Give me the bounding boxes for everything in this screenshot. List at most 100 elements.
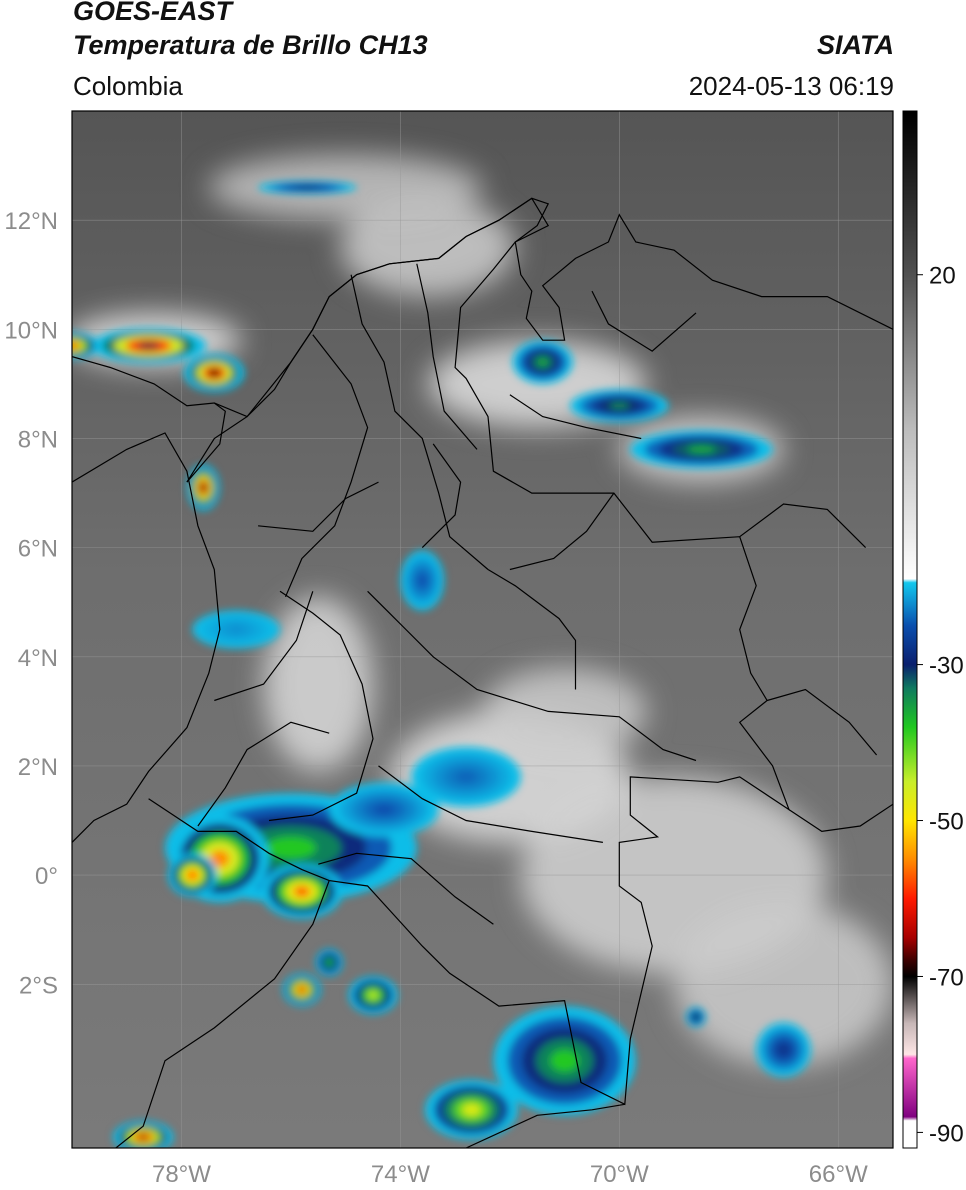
storm-contour: [550, 1049, 579, 1072]
dept-11: [421, 443, 462, 549]
storm-contour: [265, 836, 317, 859]
colorbar-tick-label: -30: [929, 653, 964, 680]
dept-10: [214, 591, 314, 702]
colorbar-tick-label: 20: [929, 263, 956, 290]
longitude-label: 78°W: [152, 1161, 211, 1188]
longitude-label: 74°W: [371, 1161, 430, 1188]
colorbar-scale: [902, 110, 918, 1149]
storm-contour: [297, 186, 318, 189]
storm-cell: [184, 353, 245, 393]
coastline-caribbean: [72, 197, 893, 418]
storm-cell: [260, 864, 343, 919]
storm-cell: [570, 389, 669, 423]
dept-5: [367, 590, 697, 762]
storm-contour: [208, 369, 221, 377]
storm-contour: [373, 804, 395, 816]
storm-contour: [778, 1044, 790, 1056]
storm-cell: [686, 1007, 706, 1027]
dept-9: [258, 481, 379, 532]
border-panama: [186, 402, 226, 483]
dept-8: [318, 852, 494, 925]
dept-16: [739, 503, 867, 549]
dept-4: [268, 590, 374, 822]
border-colombia: [148, 197, 791, 1106]
border-brazil-venezuela: [788, 803, 893, 833]
storm-cell: [91, 328, 207, 364]
dept-3: [416, 263, 478, 450]
brand-label: SIATA: [817, 30, 894, 60]
storm-cell: [258, 180, 357, 194]
storm-cell: [186, 464, 220, 511]
longitude-label: 66°W: [809, 1161, 868, 1188]
latitude-label: 12°N: [4, 208, 58, 235]
storm-contour: [209, 849, 230, 868]
latitude-label: 2°N: [18, 754, 58, 781]
cloud-area: [482, 667, 647, 756]
coastline-pacific: [72, 432, 221, 843]
colorbar-tick-label: -70: [929, 964, 964, 991]
border-ecuador-peru: [115, 880, 330, 1148]
region-label: Colombia: [73, 71, 183, 101]
map-frame: [71, 110, 894, 1149]
colorbar-tick-label: -50: [929, 809, 964, 836]
cloud-area: [340, 198, 516, 297]
dept-13: [197, 721, 330, 827]
latitude-label: 6°N: [18, 536, 58, 563]
storm-contour: [227, 625, 245, 634]
storm-contour: [687, 445, 716, 454]
cloud-area: [263, 596, 374, 772]
storm-cell: [411, 746, 521, 807]
storm-cell: [493, 1006, 636, 1116]
boundaries-layer: [72, 197, 893, 1148]
product-title: Temperatura de Brillo CH13: [73, 30, 428, 60]
storm-contour: [137, 342, 161, 350]
colorbar: 20 -30 -50 -70 -90: [902, 110, 964, 1149]
storm-cell: [192, 610, 280, 649]
longitude-labels: 78°W 74°W 70°W 66°W: [152, 1161, 868, 1188]
colorbar-tick-label: -90: [929, 1120, 964, 1147]
storm-contour: [298, 986, 306, 993]
storm-cell: [113, 1120, 174, 1148]
storm-contour: [417, 574, 427, 587]
dept-1: [284, 334, 369, 598]
storm-contour: [609, 402, 630, 410]
latitude-label: 10°N: [4, 317, 58, 344]
storm-cell: [315, 948, 343, 977]
storm-cell: [348, 976, 398, 1015]
storm-contour: [200, 483, 207, 493]
storm-contour: [693, 1015, 698, 1019]
dept-6: [487, 568, 577, 690]
storm-cell: [512, 340, 573, 384]
dept-12: [509, 492, 615, 571]
dept-7: [378, 765, 603, 843]
storm-cell: [72, 332, 100, 360]
dept-17: [766, 688, 878, 756]
latitude-label: 8°N: [18, 426, 58, 453]
longitude-label: 70°W: [590, 1161, 649, 1188]
dept-15: [591, 290, 697, 352]
storm-cell: [167, 853, 218, 897]
storm-contour: [293, 886, 311, 897]
storm-cell: [756, 1022, 811, 1078]
datetime-label: 2024-05-13 06:19: [688, 71, 894, 101]
storm-layer: [72, 180, 811, 1148]
latitude-label: 2°S: [19, 972, 58, 999]
border-peru-brazil: [465, 1103, 625, 1148]
storm-contour: [326, 959, 332, 966]
storm-contour: [368, 991, 378, 999]
latitude-labels: 12°N 10°N 8°N 6°N 4°N 2°N 0° 2°S: [4, 208, 58, 999]
latitude-label: 0°: [35, 863, 58, 890]
storm-contour: [455, 770, 478, 783]
storm-contour: [72, 342, 78, 349]
storm-cell: [425, 1079, 519, 1140]
dept-2: [350, 274, 489, 570]
storm-contour: [187, 870, 198, 880]
storm-cell: [400, 550, 445, 611]
colorbar-ticks: 20 -30 -50 -70 -90: [917, 263, 964, 1147]
storm-contour: [536, 357, 549, 367]
dept-14: [509, 394, 642, 440]
latitude-label: 4°N: [18, 645, 58, 672]
storm-cell: [282, 973, 322, 1007]
storm-contour: [462, 1103, 481, 1116]
